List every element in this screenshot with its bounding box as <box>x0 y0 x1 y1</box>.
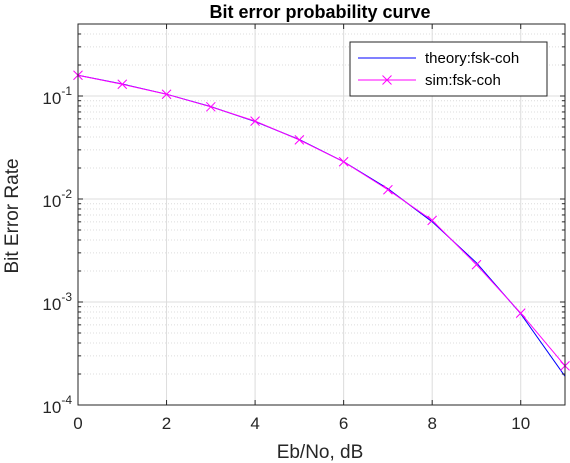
x-tick-label: 2 <box>162 414 171 433</box>
legend: theory:fsk-coh sim:fsk-coh <box>350 42 547 96</box>
x-tick-label: 6 <box>339 414 348 433</box>
legend-label: sim:fsk-coh <box>425 72 501 89</box>
x-tick-label: 8 <box>427 414 436 433</box>
x-axis-label: Eb/No, dB <box>277 442 364 463</box>
x-tick-label: 10 <box>511 414 530 433</box>
x-tick-label: 0 <box>73 414 82 433</box>
legend-label: theory:fsk-coh <box>425 50 519 67</box>
chart-title: Bit error probability curve <box>209 2 430 22</box>
y-axis-label: Bit Error Rate <box>2 158 23 273</box>
x-tick-label: 4 <box>250 414 259 433</box>
